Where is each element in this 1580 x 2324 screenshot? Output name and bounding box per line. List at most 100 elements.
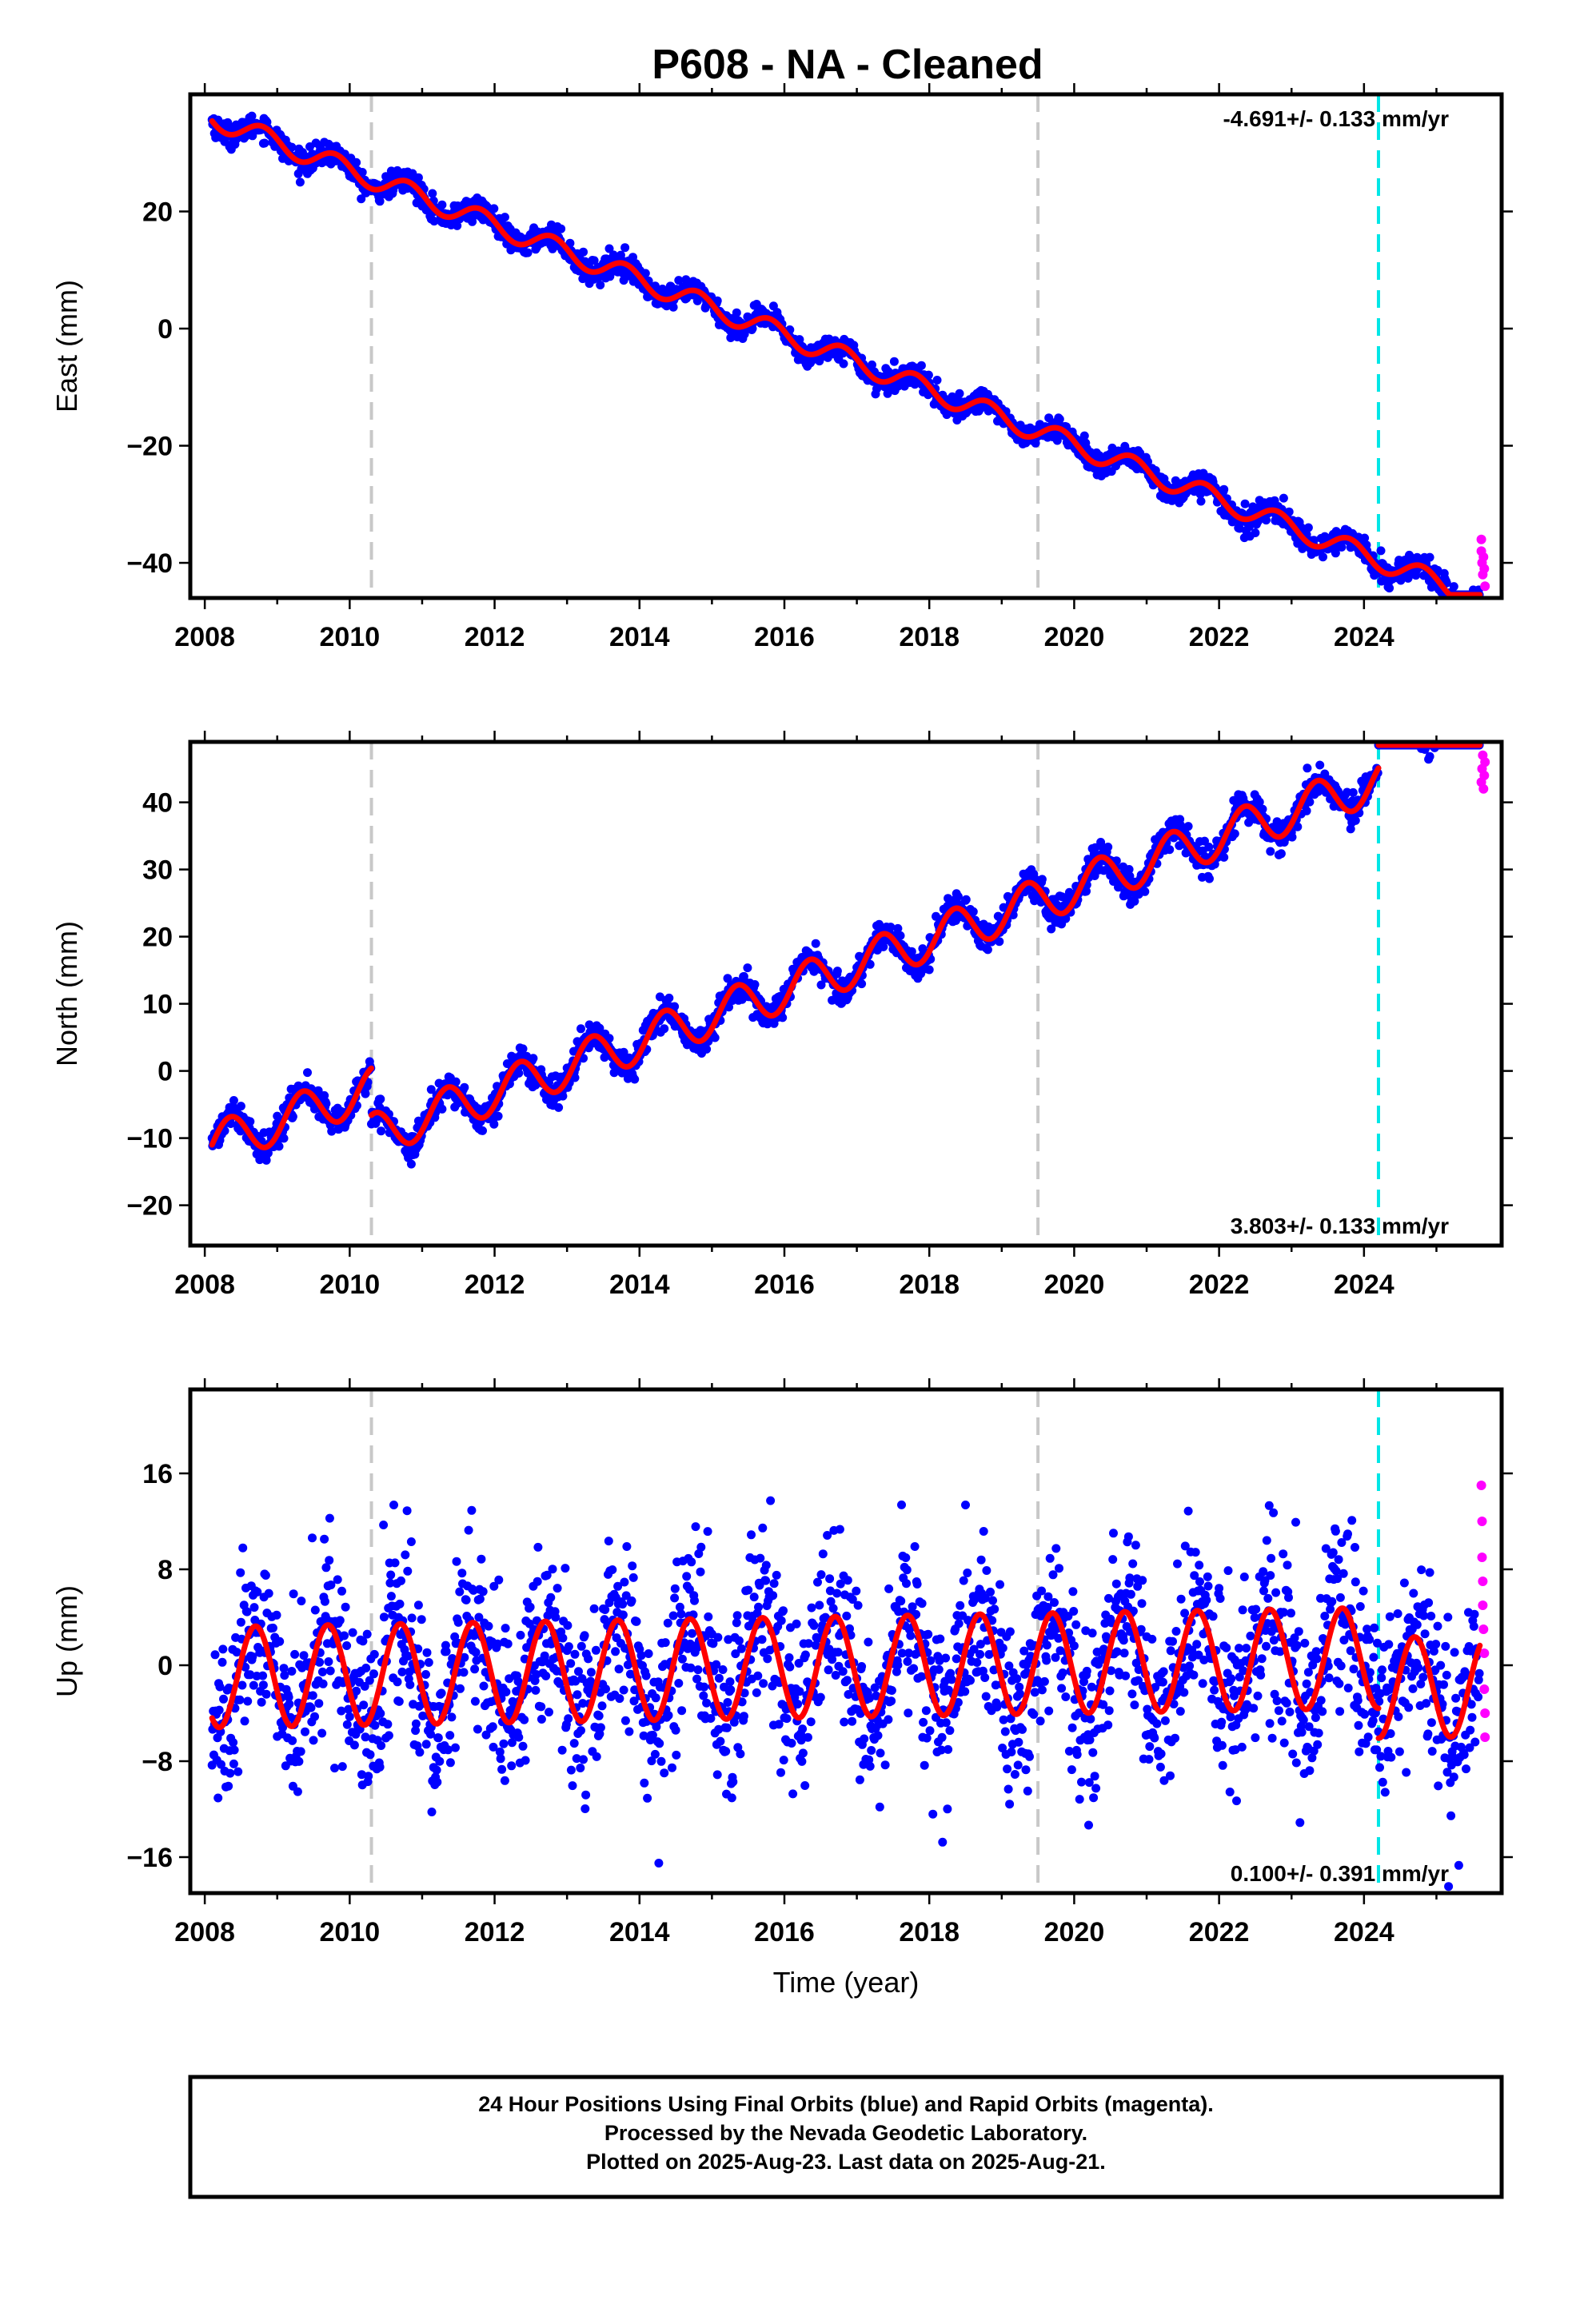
north-final-orbit-point xyxy=(437,1105,446,1114)
up-final-orbit-point xyxy=(462,1596,471,1604)
up-final-orbit-point xyxy=(337,1587,346,1596)
east-y-tick-label: 20 xyxy=(142,197,173,228)
north-final-orbit-point xyxy=(1165,845,1174,854)
north-y-tick-label: 10 xyxy=(142,990,173,1020)
north-final-orbit-point xyxy=(554,1103,563,1112)
up-final-orbit-point xyxy=(564,1714,573,1723)
north-final-orbit-point xyxy=(376,1094,385,1103)
up-final-orbit-point xyxy=(262,1690,271,1699)
north-final-orbit-point xyxy=(660,1024,668,1033)
up-final-orbit-point xyxy=(341,1603,350,1612)
up-final-orbit-point xyxy=(414,1600,423,1609)
up-final-orbit-point xyxy=(236,1569,245,1577)
north-x-tick-label: 2012 xyxy=(465,1270,525,1300)
up-final-orbit-point xyxy=(325,1556,333,1565)
east-final-orbit-point xyxy=(620,243,629,252)
up-final-orbit-point xyxy=(215,1706,224,1715)
east-final-orbit-point xyxy=(840,360,848,369)
east-rapid-orbit-point xyxy=(1480,581,1490,591)
north-final-orbit-point xyxy=(1277,849,1286,858)
north-final-orbit-point xyxy=(751,980,760,989)
up-final-orbit-point xyxy=(485,1622,493,1631)
up-final-orbit-point xyxy=(533,1543,542,1552)
up-final-orbit-point xyxy=(320,1535,329,1544)
up-final-orbit-point xyxy=(507,1761,516,1770)
east-final-orbit-point xyxy=(579,248,588,257)
up-final-orbit-point xyxy=(342,1641,351,1650)
up-final-orbit-point xyxy=(437,1688,446,1697)
up-final-orbit-point xyxy=(250,1603,259,1612)
up-final-orbit-point xyxy=(261,1571,270,1580)
east-final-orbit-point xyxy=(933,376,942,385)
up-final-orbit-point xyxy=(285,1700,293,1708)
north-final-orbit-point xyxy=(925,966,934,975)
up-final-orbit-point xyxy=(584,1654,592,1663)
north-rate-label: 3.803+/- 0.133 mm/yr xyxy=(1231,1214,1449,1238)
up-final-orbit-point xyxy=(379,1521,388,1529)
up-final-orbit-point xyxy=(235,1696,244,1704)
up-final-orbit-point xyxy=(371,1721,380,1730)
up-final-orbit-point xyxy=(425,1658,433,1667)
up-final-orbit-point xyxy=(576,1764,585,1772)
east-final-orbit-point xyxy=(1241,500,1250,508)
up-final-orbit-point xyxy=(391,1558,400,1567)
east-final-orbit-point xyxy=(296,177,305,186)
up-final-orbit-point xyxy=(238,1544,247,1553)
east-x-tick-label: 2020 xyxy=(1044,622,1105,652)
north-final-orbit-point xyxy=(478,1126,487,1135)
up-final-orbit-point xyxy=(275,1637,284,1646)
up-final-orbit-point xyxy=(287,1667,296,1676)
east-final-orbit-point xyxy=(917,361,926,370)
up-final-orbit-point xyxy=(401,1550,409,1559)
east-final-orbit-point xyxy=(1251,528,1259,537)
up-final-orbit-point xyxy=(324,1657,333,1666)
up-final-orbit-point xyxy=(383,1720,392,1728)
east-x-tick-label: 2012 xyxy=(465,622,525,652)
north-final-orbit-point xyxy=(1219,853,1228,862)
north-final-orbit-point xyxy=(1266,847,1275,856)
east-points-layer xyxy=(208,112,1490,600)
up-final-orbit-point xyxy=(230,1746,239,1755)
up-final-orbit-point xyxy=(237,1681,246,1690)
up-final-orbit-point xyxy=(504,1640,513,1648)
north-final-orbit-point xyxy=(702,1045,711,1054)
up-final-orbit-point xyxy=(405,1680,414,1689)
north-y-axis-label: North (mm) xyxy=(50,921,83,1066)
up-final-orbit-point xyxy=(519,1742,528,1751)
up-final-orbit-point xyxy=(288,1736,297,1745)
up-final-orbit-point xyxy=(294,1757,303,1766)
up-final-orbit-point xyxy=(454,1618,463,1627)
up-final-orbit-point xyxy=(494,1576,503,1585)
up-final-orbit-point xyxy=(467,1506,476,1515)
up-final-orbit-point xyxy=(310,1712,319,1721)
north-final-orbit-point xyxy=(1351,816,1360,825)
up-final-orbit-point xyxy=(361,1664,370,1672)
up-final-orbit-point xyxy=(433,1778,441,1787)
up-final-orbit-point xyxy=(553,1584,562,1593)
up-final-orbit-point xyxy=(477,1555,485,1564)
north-final-orbit-point xyxy=(1140,887,1149,896)
up-final-orbit-point xyxy=(219,1695,228,1704)
up-final-orbit-point xyxy=(258,1672,267,1680)
up-final-orbit-point xyxy=(412,1720,421,1728)
up-final-orbit-point xyxy=(363,1630,372,1639)
up-final-orbit-point xyxy=(563,1621,572,1630)
north-final-orbit-point xyxy=(237,1102,245,1110)
east-x-tick-label: 2016 xyxy=(754,622,815,652)
up-final-orbit-point xyxy=(317,1729,326,1738)
up-final-orbit-point xyxy=(386,1571,395,1580)
up-final-orbit-point xyxy=(541,1652,549,1660)
north-final-orbit-point xyxy=(361,1090,370,1098)
up-final-orbit-point xyxy=(514,1733,523,1742)
north-rapid-orbit-point xyxy=(1478,784,1488,794)
north-x-tick-label: 2024 xyxy=(1334,1270,1394,1300)
up-final-orbit-point xyxy=(377,1741,385,1750)
north-x-tick-label: 2020 xyxy=(1044,1270,1105,1300)
north-final-orbit-point xyxy=(303,1068,312,1077)
up-final-orbit-point xyxy=(520,1716,529,1724)
up-final-orbit-point xyxy=(218,1644,227,1653)
up-final-orbit-point xyxy=(501,1688,510,1696)
up-final-orbit-point xyxy=(417,1615,426,1624)
north-final-orbit-point xyxy=(630,1075,639,1084)
